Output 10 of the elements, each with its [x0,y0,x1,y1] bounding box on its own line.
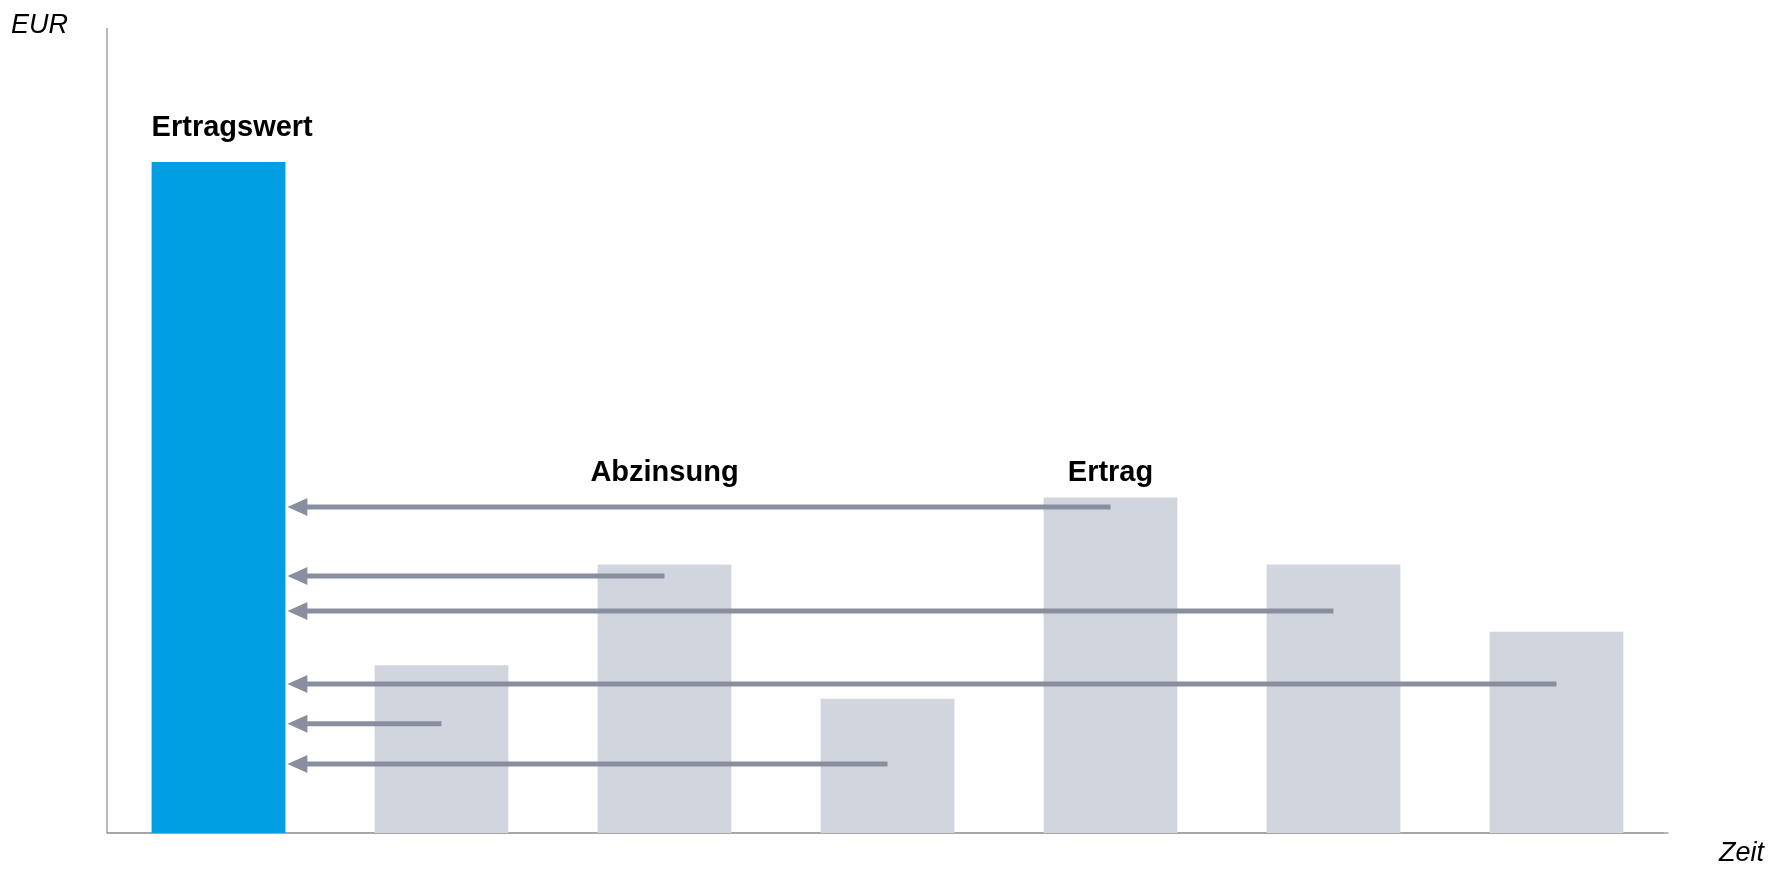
x-axis-title: Zeit [1717,836,1766,867]
annotation: Abzinsung [590,454,739,487]
annotation: Ertrag [1067,454,1154,487]
y-axis-title: EUR [11,8,69,39]
bar [1489,631,1624,833]
bar [151,162,286,833]
bar [820,698,955,833]
bar [1266,564,1401,833]
bar [1043,497,1178,833]
text: Ertragswert [151,110,314,142]
